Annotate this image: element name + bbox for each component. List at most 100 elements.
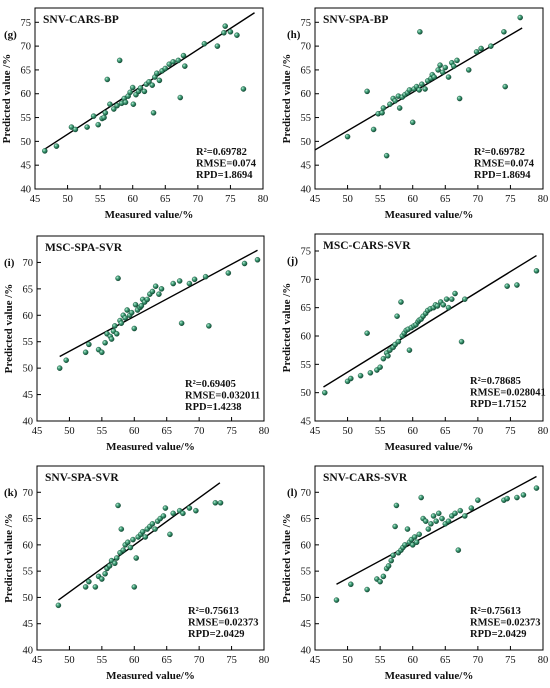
data-point [387, 101, 393, 107]
data-point [101, 114, 107, 121]
data-point [445, 74, 452, 80]
y-axis-label: Predicted value /% [281, 54, 293, 144]
data-point [533, 268, 540, 274]
x-tick-label: 50 [62, 194, 73, 205]
plot-frame [314, 465, 544, 651]
data-point [170, 59, 176, 65]
x-tick-label: 75 [505, 426, 516, 437]
y-tick-label: 70 [301, 42, 312, 53]
stat-line: R²=0.75613 [188, 606, 239, 617]
data-point [442, 64, 449, 71]
x-tick-label: 80 [538, 426, 549, 437]
data-point [152, 526, 158, 532]
data-point [86, 578, 92, 585]
data-point [439, 69, 446, 76]
data-point [108, 336, 115, 342]
y-tick-label: 70 [23, 258, 34, 269]
stat-line: RPD=1.8694 [474, 170, 531, 181]
data-point [124, 307, 130, 313]
data-point [439, 515, 445, 522]
y-tick-label: 65 [21, 65, 32, 76]
x-tick-label: 45 [32, 655, 43, 666]
data-point [222, 23, 228, 29]
data-point [107, 101, 113, 107]
stat-line: R²=0.69782 [474, 147, 525, 158]
x-tick-label: 55 [97, 655, 108, 666]
data-point [156, 77, 163, 84]
data-point [457, 507, 464, 514]
data-point [206, 323, 212, 329]
plot-frame [36, 235, 265, 422]
data-point [392, 98, 398, 104]
x-tick-label: 60 [407, 655, 418, 666]
data-point [364, 330, 370, 336]
data-point [95, 121, 101, 128]
data-point [416, 531, 422, 538]
x-tick-label: 60 [127, 194, 138, 205]
x-tick-label: 65 [161, 426, 172, 437]
data-point [462, 513, 468, 519]
data-point [133, 555, 139, 561]
data-point [422, 518, 429, 524]
y-tick-label: 60 [23, 540, 34, 551]
x-tick-label: 55 [375, 655, 386, 666]
x-tick-label: 45 [310, 426, 321, 437]
data-point [514, 282, 520, 288]
y-tick-label: 70 [301, 488, 312, 499]
chart-title: MSC-SPA-SVR [45, 242, 123, 254]
data-point [434, 303, 441, 309]
data-point [435, 67, 441, 73]
data-point [396, 105, 403, 111]
data-point [417, 29, 423, 35]
y-tick-label: 50 [301, 388, 312, 399]
chart-title: MSC-CARS-SVR [323, 240, 411, 252]
data-point [455, 547, 462, 553]
data-point [430, 513, 437, 519]
data-point [176, 278, 183, 284]
stat-line: RPD=2.0429 [188, 629, 244, 640]
data-point [344, 133, 351, 140]
panel-label: (k) [4, 487, 18, 499]
data-point [158, 286, 165, 292]
data-point [377, 364, 383, 370]
data-point [115, 502, 121, 509]
data-point [114, 331, 120, 337]
data-point [180, 52, 187, 59]
chart-title: SNV-CARS-BP [43, 14, 119, 26]
data-point [388, 557, 394, 564]
x-tick-label: 80 [258, 194, 269, 205]
data-point [82, 349, 89, 356]
y-axis-label: Predicted value /% [281, 283, 293, 373]
x-tick-label: 80 [259, 426, 270, 437]
data-point [122, 315, 128, 321]
data-point [380, 355, 387, 362]
data-point [170, 280, 176, 287]
data-point [406, 87, 413, 93]
data-point [160, 513, 167, 519]
data-point [514, 494, 520, 501]
stat-line: RPD=1.8694 [196, 170, 253, 181]
x-tick-label: 55 [375, 194, 386, 205]
data-point [114, 555, 120, 561]
x-tick-label: 65 [440, 426, 451, 437]
data-point [380, 105, 387, 111]
data-point [370, 126, 377, 133]
x-axis-label: Measured value/% [385, 441, 474, 453]
data-point [131, 325, 138, 332]
data-point [156, 291, 162, 297]
panel-label: (g) [4, 29, 17, 41]
data-point [221, 30, 227, 36]
y-tick-label: 50 [23, 364, 34, 375]
data-point [475, 497, 481, 503]
x-tick-label: 55 [375, 426, 386, 437]
data-point [449, 296, 455, 302]
data-point [395, 338, 402, 345]
x-axis-label: Measured value/% [105, 209, 194, 221]
data-point [377, 578, 383, 585]
x-tick-label: 65 [440, 194, 451, 205]
y-tick-label: 65 [301, 65, 312, 76]
x-tick-label: 80 [538, 655, 549, 666]
data-point [177, 94, 184, 101]
y-tick-label: 70 [23, 488, 34, 499]
